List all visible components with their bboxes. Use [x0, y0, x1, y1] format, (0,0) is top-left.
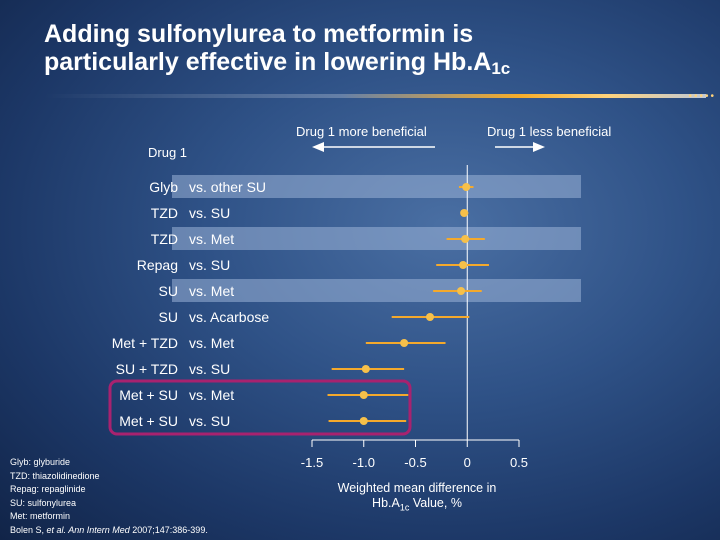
mean-marker — [400, 339, 409, 347]
mean-marker — [459, 261, 468, 269]
x-axis-title-hba: Hb.A — [372, 496, 400, 510]
arrow-left-head — [312, 142, 324, 152]
title-line-2: particularly effective in lowering Hb.A — [44, 48, 492, 76]
x-axis-title-line1: Weighted mean difference in — [337, 481, 497, 495]
footnote-tzd: TZD: thiazolidinedione — [10, 470, 100, 481]
decorative-dots: ••••• — [688, 91, 716, 102]
footnote-met: Met: metformin — [10, 511, 71, 521]
footnote-repag: Repag: repaglinide — [10, 484, 86, 494]
mean-marker — [361, 365, 370, 373]
highlight-box — [108, 379, 412, 436]
title-underline-decoration — [44, 94, 706, 98]
x-axis-title-tail: Value, % — [409, 496, 462, 510]
x-tick-label: -1.5 — [301, 455, 323, 470]
row-vs-label: vs. SU — [189, 205, 230, 221]
row-vs-label: vs. other SU — [189, 179, 266, 195]
title-line-1: Adding sulfonylurea to metformin is — [44, 20, 474, 48]
arrow-right-head — [533, 142, 545, 152]
row-band — [172, 175, 581, 198]
row-band — [172, 227, 581, 250]
citation-etal: et al. — [46, 524, 67, 535]
row-vs-label: vs. Met — [189, 283, 234, 299]
citation-authors: Bolen S, — [10, 524, 47, 535]
x-axis-title: Weighted mean difference in Hb.A1c Value… — [312, 481, 522, 516]
row-drug-label: Met + SU — [119, 387, 178, 403]
x-axis-title-sub: 1c — [399, 502, 410, 513]
row-drug-label: SU — [159, 283, 178, 299]
x-tick-label: 0 — [464, 455, 471, 470]
row-vs-label: vs. SU — [189, 257, 230, 273]
citation-journal: Ann Intern Med — [66, 524, 130, 535]
footnote-su: SU: sulfonylurea — [10, 497, 77, 508]
row-drug-label: Repag — [137, 257, 178, 273]
row-vs-label: vs. Met — [189, 335, 234, 351]
x-tick-label: -0.5 — [404, 455, 426, 470]
row-vs-label: vs. Met — [189, 387, 234, 403]
x-tick-label: -1.0 — [353, 455, 375, 470]
row-vs-label: vs. Met — [189, 231, 234, 247]
mean-marker — [457, 287, 466, 295]
x-tick-label: 0.5 — [510, 455, 528, 470]
row-drug-label: SU + TZD — [116, 361, 178, 377]
mean-marker — [359, 417, 368, 425]
mean-marker — [425, 313, 434, 321]
mean-marker — [461, 235, 470, 243]
mean-marker — [359, 391, 368, 399]
drug-column-header: Drug 1 — [148, 145, 188, 160]
citation-ref: 2007;147:386-399. — [129, 524, 208, 535]
title-subscript: 1c — [491, 59, 511, 78]
footnotes: Glyb: glyburide TZD: thiazolidinedione R… — [10, 456, 208, 537]
mean-marker — [462, 183, 471, 191]
row-vs-label: vs. SU — [189, 413, 230, 429]
arrow-left-label: Drug 1 more beneficial — [296, 124, 427, 139]
row-drug-label: TZD — [151, 231, 178, 247]
footnote-glyb: Glyb: glyburide — [10, 457, 71, 467]
mean-marker — [460, 209, 469, 217]
row-drug-label: Met + SU — [119, 413, 178, 429]
slide-title: Adding sulfonylurea to metformin is part… — [44, 20, 684, 83]
row-drug-label: TZD — [151, 205, 178, 221]
row-drug-label: Met + TZD — [112, 335, 178, 351]
row-drug-label: Glyb — [149, 179, 178, 195]
row-band — [172, 279, 581, 302]
row-vs-label: vs. Acarbose — [189, 309, 269, 325]
row-vs-label: vs. SU — [189, 361, 230, 377]
footnote-citation: Bolen S, et al. Ann Intern Med 2007;147:… — [10, 524, 208, 538]
row-drug-label: SU — [159, 309, 178, 325]
arrow-right-label: Drug 1 less beneficial — [487, 124, 612, 139]
